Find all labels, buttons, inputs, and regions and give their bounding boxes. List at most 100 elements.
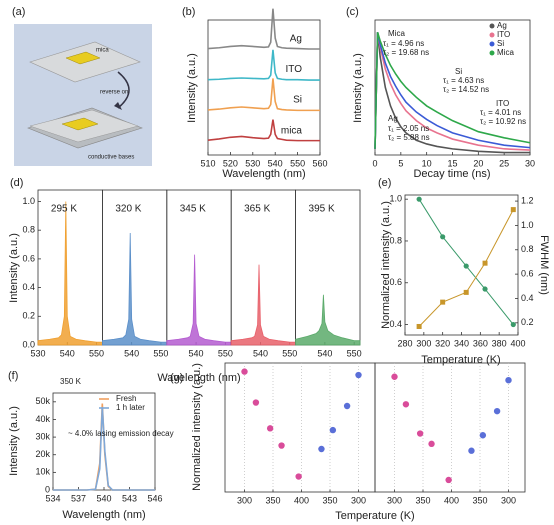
- y-tick-label: 50k: [35, 396, 50, 406]
- marker: [416, 196, 422, 202]
- y-tick-label: 0.6: [22, 253, 35, 263]
- x-tick-label: 530: [245, 158, 260, 168]
- label: mica: [96, 48, 109, 54]
- plot-frame: [404, 194, 519, 336]
- x-tick-label: 10: [422, 158, 432, 168]
- y-tick-label: 0.4: [389, 319, 402, 329]
- y-tick-label: 0.8: [389, 235, 402, 245]
- x-tick-label: 550: [290, 158, 305, 168]
- area: [166, 254, 232, 346]
- line: [374, 32, 530, 154]
- point: [318, 445, 325, 453]
- x-axis-label: Wavelength (nm): [222, 168, 305, 180]
- y2-tick-label: 1.0: [521, 220, 534, 230]
- x-tick-label: 543: [122, 493, 137, 503]
- point: [402, 401, 410, 408]
- panel-label: (b): [182, 6, 195, 18]
- x-tick-label: 550: [282, 348, 297, 358]
- legend-label: Fresh: [116, 394, 136, 403]
- label: conductive bases: [88, 155, 134, 161]
- x-tick-label: 300: [416, 338, 431, 348]
- x-axis-label: Wavelength (nm): [157, 372, 240, 384]
- x-axis-label: Wavelength (nm): [62, 509, 145, 521]
- annotation: τ₁ = 4.01 ns: [480, 108, 521, 117]
- panel-annotation: 395 K: [309, 204, 335, 215]
- marker: [440, 234, 446, 240]
- panel-label: (g): [170, 372, 183, 384]
- marker: [463, 289, 469, 295]
- annotation: ITO: [496, 99, 509, 108]
- x-tick-label: 25: [499, 158, 509, 168]
- x-tick-label: 15: [447, 158, 457, 168]
- point: [416, 430, 424, 437]
- point: [266, 425, 274, 432]
- x-tick-label: 300: [501, 495, 516, 505]
- line: [374, 32, 531, 151]
- legend-label: Ag: [497, 21, 507, 30]
- y-axis-label: Intensity (a.u.): [186, 53, 198, 123]
- y-tick-label: 20k: [35, 449, 50, 459]
- panel-label: (a): [12, 6, 25, 18]
- x-tick-label: 300: [351, 495, 366, 505]
- panel-label: (f): [8, 370, 18, 382]
- x-tick-label: 350: [415, 495, 430, 505]
- area: [295, 294, 361, 346]
- y-tick-label: 1.0: [22, 196, 35, 206]
- legend-marker: [489, 23, 495, 29]
- x-tick-label: 540: [60, 348, 75, 358]
- point: [355, 371, 362, 379]
- x-tick-label: 510: [200, 158, 215, 168]
- plot-frame: [374, 362, 526, 493]
- legend-marker: [489, 41, 495, 47]
- y-tick-label: 10k: [35, 467, 50, 477]
- panel-annotation: 320 K: [115, 204, 141, 215]
- point: [329, 426, 337, 434]
- x-tick-label: 20: [473, 158, 483, 168]
- label: reverse on: [100, 90, 128, 96]
- x-tick-label: 350: [472, 495, 487, 505]
- point: [343, 402, 351, 410]
- x-axis-label: Temperature (K): [335, 510, 414, 522]
- y-axis-label: Intensity (a.u.): [352, 53, 364, 123]
- series-label: ITO: [286, 64, 303, 75]
- x-tick-label: 5: [398, 158, 403, 168]
- x-tick-label: 560: [312, 158, 327, 168]
- y-axis-label: Intensity (a.u.): [8, 233, 20, 303]
- area: [102, 233, 168, 346]
- panel-annotation: 365 K: [244, 204, 270, 215]
- schematic: (a) mica reverse on conductive bases: [12, 6, 152, 166]
- annotation: τ₂ = 5.88 ns: [388, 133, 430, 142]
- x-tick-label: 537: [71, 493, 86, 503]
- arrow-head: [114, 102, 122, 110]
- x-tick-label: 300: [387, 495, 402, 505]
- annotation: τ₁ = 4.63 ns: [443, 76, 484, 85]
- point: [252, 399, 260, 406]
- y-tick-label: 0.4: [22, 282, 35, 292]
- legend-label: ITO: [497, 30, 510, 39]
- y-tick-label: 40k: [35, 414, 50, 424]
- x-tick-label: 550: [89, 348, 104, 358]
- y-tick-label: 0.6: [389, 277, 402, 287]
- y-axis-label: Normalized intensity (a.u.): [191, 363, 203, 491]
- x-tick-label: 534: [45, 493, 60, 503]
- panel-annotation: 295 K: [51, 204, 77, 215]
- point: [428, 440, 435, 448]
- plot-frame: [224, 362, 376, 493]
- x-tick-label: 300: [237, 495, 252, 505]
- point: [505, 377, 512, 384]
- point: [493, 407, 501, 415]
- line: [207, 49, 320, 81]
- x-tick-label: 540: [268, 158, 283, 168]
- area: [37, 201, 103, 346]
- y-tick-label: 30k: [35, 431, 50, 441]
- marker: [482, 286, 488, 292]
- x-tick-label: 550: [153, 348, 168, 358]
- point: [445, 476, 452, 484]
- point: [241, 368, 248, 375]
- x-tick-label: 360: [473, 338, 488, 348]
- series-label: Ag: [290, 33, 302, 44]
- line: [374, 32, 531, 149]
- annotation: τ₂ = 10.92 ns: [480, 117, 526, 126]
- annotation: τ₁ = 2.05 ns: [388, 124, 429, 133]
- x-tick-label: 0: [372, 158, 377, 168]
